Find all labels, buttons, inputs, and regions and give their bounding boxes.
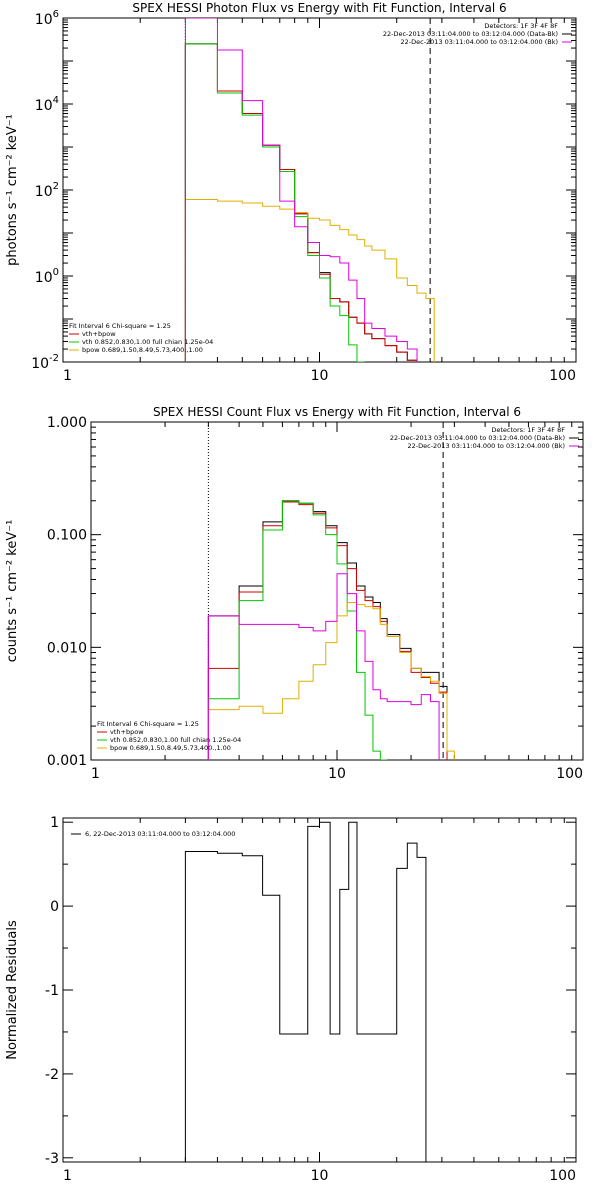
y-tick-label: 100 (35, 267, 59, 286)
y-tick-label: -3 (45, 1151, 59, 1167)
vth-series-line (207, 500, 388, 760)
count-flux-chart: SPEX HESSI Count Flux vs Energy with Fit… (5, 405, 584, 782)
x-tick-label: 100 (556, 766, 583, 782)
fit_total-series-line (207, 501, 448, 760)
bk-series-line (207, 573, 440, 760)
legend-entry: Detectors: 1F 3F 4F 8F (491, 426, 565, 434)
y-tick-label: 0.100 (47, 528, 87, 544)
legend-entry: Detectors: 1F 3F 4F 8F (484, 22, 558, 30)
residuals-chart: 1 10 100 -3 -2 -1 0 1 Normalized Residuals 6, 22-… (5, 815, 577, 1184)
x-tick-label: 10 (311, 368, 329, 384)
y-tick-label: 10-2 (31, 353, 59, 372)
legend-entry: 22-Dec-2013 03:11:04.000 to 03:12:04.000… (390, 434, 565, 442)
legend-entry: 22-Dec-2013 03:11:04.000 to 03:12:04.000… (401, 38, 559, 46)
legend-entry: 6, 22-Dec-2013 03:11:04.000 to 03:12:04.… (85, 830, 235, 838)
x-tick-label: 1 (63, 1168, 72, 1184)
x-tick-label: 10 (311, 1168, 329, 1184)
chart-title: SPEX HESSI Photon Flux vs Energy with Fi… (132, 1, 506, 15)
legend-header: Fit Interval 6 Chi-square = 1.25 (97, 720, 199, 728)
y-tick-label: 0.001 (47, 753, 87, 769)
y-tick-label: -2 (45, 1067, 59, 1083)
plot-frame (62, 17, 577, 363)
y-axis-label: Normalized Residuals (5, 920, 20, 1060)
total-series-line (207, 500, 448, 760)
plot-frame (62, 817, 577, 1163)
y-tick-label: 0.010 (47, 640, 87, 656)
x-tick-label: 1 (91, 766, 100, 782)
legend-entry: vth+bpow (110, 728, 144, 736)
legend-entry: vth 0.852,0.830,1.00 full chian 1.25e-04 (82, 338, 213, 346)
bpow-series-line (184, 199, 435, 362)
photon-flux-chart: SPEX HESSI Photon Flux vs Energy with Fi… (5, 1, 577, 384)
total-series-line (184, 821, 427, 1162)
y-tick-label: 1.000 (47, 415, 87, 431)
legend-entry: 22-Dec-2013 03:11:04.000 to 03:12:04.000… (408, 442, 566, 450)
y-axis-label: counts s⁻¹ cm⁻² keV⁻¹ (5, 520, 20, 663)
x-tick-label: 10 (328, 766, 346, 782)
legend-entry: vth 0.852,0.830,1.00 full chian 1.25e-04 (110, 736, 241, 744)
x-tick-label: 1 (63, 368, 72, 384)
y-axis-label: photons s⁻¹ cm⁻² keV⁻¹ (5, 114, 20, 266)
legend-entry: bpow 0.689,1.50,8.49,5.73,400.,1.00 (82, 346, 203, 354)
y-tick-label: 0 (50, 899, 59, 915)
legend-entry: vth+bpow (82, 330, 116, 338)
bpow-series-line (207, 602, 455, 760)
x-tick-label: 100 (549, 1168, 576, 1184)
total-series-line (184, 43, 418, 362)
x-tick-label: 100 (549, 368, 576, 384)
legend-entry: 22-Dec-2013 03:11:04.000 to 03:12:04.000… (383, 30, 558, 38)
legend-entry: bpow 0.689,1.50,8.49,5.73,400.,1.00 (110, 744, 231, 752)
y-tick-label: 104 (35, 95, 59, 114)
y-tick-label: 102 (35, 181, 59, 200)
chart-title: SPEX HESSI Count Flux vs Energy with Fit… (153, 405, 521, 419)
y-tick-label: 1 (50, 815, 59, 831)
y-tick-label: 106 (35, 9, 59, 28)
bk-series-line (184, 18, 418, 362)
fit_total-series-line (184, 43, 418, 362)
vth-series-line (184, 43, 365, 362)
legend-header: Fit Interval 6 Chi-square = 1.25 (69, 322, 171, 330)
y-tick-label: -1 (45, 983, 59, 999)
